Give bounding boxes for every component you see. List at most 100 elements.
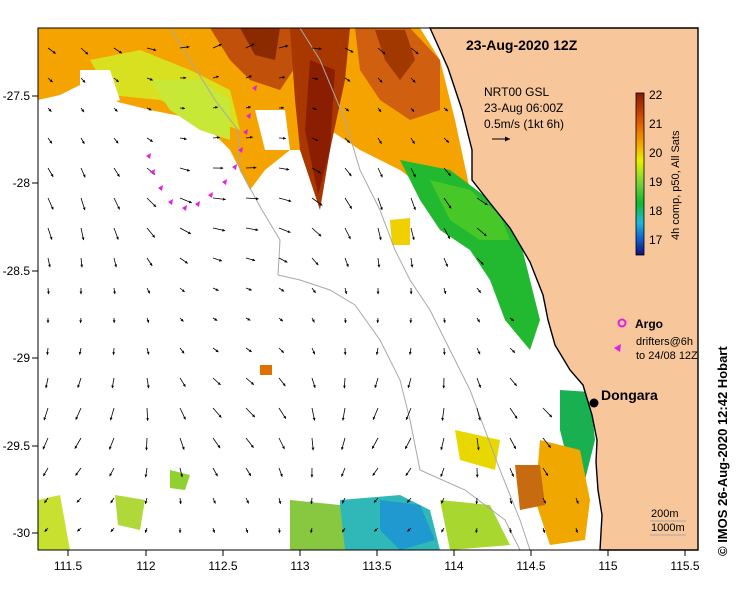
current-vector-head: [382, 51, 386, 55]
current-vector-head: [52, 50, 56, 54]
lat-tick: -27.5: [3, 89, 31, 103]
current-vector-head: [49, 79, 53, 83]
current-vector-head: [215, 349, 219, 353]
current-vector-head: [153, 48, 157, 52]
current-vector-head: [511, 318, 514, 322]
current-vector-head: [146, 351, 150, 355]
current-vector-head: [85, 51, 89, 55]
lat-tick: -28: [13, 176, 31, 190]
drifters-label: drifters@6h: [636, 336, 693, 348]
current-vector-head: [115, 140, 119, 144]
current-vector-head: [318, 47, 322, 51]
current-vector-head: [280, 473, 283, 477]
colorbar-title: 4h comp, p50, All Sats: [670, 130, 682, 240]
credit-text: © IMOS 26-Aug-2020 12:42 Hobart: [715, 346, 730, 556]
current-vector-head: [513, 445, 516, 449]
current-vector-head: [109, 446, 112, 450]
colorbar-tick: 17: [649, 233, 663, 247]
current-vector-head: [217, 382, 221, 385]
current-vector-head: [378, 237, 382, 241]
current-vector-head: [542, 529, 546, 533]
current-vector-head: [82, 207, 86, 211]
current-vector-head: [152, 234, 155, 238]
current-vector-head: [218, 414, 222, 418]
current-vector-head: [78, 351, 82, 355]
current-vector-head: [149, 139, 153, 142]
current-vector-head: [118, 50, 122, 54]
current-vector-head: [441, 417, 445, 421]
current-vector-head: [346, 263, 349, 267]
current-vector-head: [475, 474, 479, 478]
lon-tick: 114.5: [516, 559, 545, 573]
current-vector-head: [375, 351, 379, 355]
current-vector-head: [178, 530, 182, 533]
current-vector-head: [281, 350, 284, 353]
current-vector-head: [478, 417, 481, 421]
current-vector-head: [282, 383, 286, 387]
current-vector-head: [144, 501, 148, 504]
axis-ticks: [32, 95, 686, 556]
current-vector-head: [343, 320, 347, 323]
current-vector-head: [80, 264, 84, 268]
current-vector-head: [286, 167, 290, 171]
current-vector-head: [310, 501, 313, 505]
current-vector-head: [376, 291, 380, 295]
current-vector-head: [317, 170, 321, 174]
current-vector-head: [441, 500, 444, 504]
current-vector-head: [46, 320, 50, 323]
current-vector-head: [443, 291, 447, 294]
drifters-period: to 24/08 12Z: [636, 350, 698, 362]
current-vector-head: [407, 499, 410, 503]
current-vector-head: [215, 288, 219, 291]
current-vector-head: [44, 500, 48, 503]
current-vector-head: [42, 446, 46, 450]
date-title: 23-Aug-2020 12Z: [466, 37, 578, 53]
current-vector-head: [343, 385, 346, 389]
current-vector-head: [250, 444, 254, 448]
current-vector-head: [283, 136, 286, 140]
current-vector-head: [188, 200, 192, 204]
current-vector-head: [442, 385, 446, 389]
current-vector-head: [182, 106, 185, 110]
current-vector-head: [545, 472, 548, 476]
colorbar-tick: 19: [649, 175, 663, 189]
current-vector-head: [350, 49, 354, 53]
current-vector-head: [180, 474, 183, 478]
current-vector-head: [114, 264, 118, 268]
drifter-legend-icon: [614, 344, 621, 352]
current-vector-head: [248, 75, 252, 79]
current-vector-head: [247, 317, 251, 321]
current-vector-head: [248, 106, 251, 109]
current-vector-head: [50, 173, 54, 177]
current-vector-head: [513, 383, 517, 386]
current-vector-head: [218, 44, 222, 47]
current-vector-head: [312, 417, 316, 421]
colorbar-tick: 20: [649, 146, 663, 160]
drifter-track: [146, 85, 257, 211]
argo-label: Argo: [635, 317, 663, 331]
current-vector-head: [181, 289, 185, 292]
current-vector-head: [77, 384, 80, 388]
current-vector-head: [111, 385, 115, 389]
current-vector-head: [446, 139, 449, 143]
current-vector-head: [45, 385, 48, 389]
current-vector-head: [511, 473, 514, 477]
current-vector-head: [410, 264, 414, 268]
colorbar-tick: 18: [649, 204, 663, 218]
current-vector-head: [220, 166, 224, 170]
current-vector-head: [478, 384, 481, 388]
lon-tick: 113.5: [362, 559, 391, 573]
contour-200m-label: 200m: [651, 508, 679, 520]
current-vector-head: [245, 529, 249, 533]
contour-200m: [169, 27, 521, 551]
current-vector-head: [76, 499, 80, 503]
current-vector-head: [81, 109, 84, 113]
current-vector-head: [477, 447, 480, 451]
current-vector-head: [82, 79, 86, 83]
current-vector-head: [413, 174, 416, 178]
current-vector-head: [46, 352, 49, 355]
current-vector-head: [250, 136, 253, 139]
current-vector-head: [344, 291, 348, 294]
place-label: Dongara: [601, 387, 658, 403]
scale-arrow-icon: [492, 136, 510, 142]
